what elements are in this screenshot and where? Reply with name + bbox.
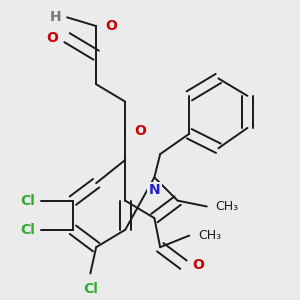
Text: Cl: Cl <box>83 282 98 296</box>
Text: N: N <box>148 183 160 197</box>
Text: O: O <box>46 31 58 45</box>
Text: Cl: Cl <box>20 223 35 237</box>
Text: Cl: Cl <box>20 194 35 208</box>
Text: O: O <box>134 124 146 138</box>
Text: O: O <box>192 258 204 272</box>
Text: CH₃: CH₃ <box>215 200 238 213</box>
Text: O: O <box>105 19 117 33</box>
Text: CH₃: CH₃ <box>198 229 221 242</box>
Text: H: H <box>50 10 61 24</box>
